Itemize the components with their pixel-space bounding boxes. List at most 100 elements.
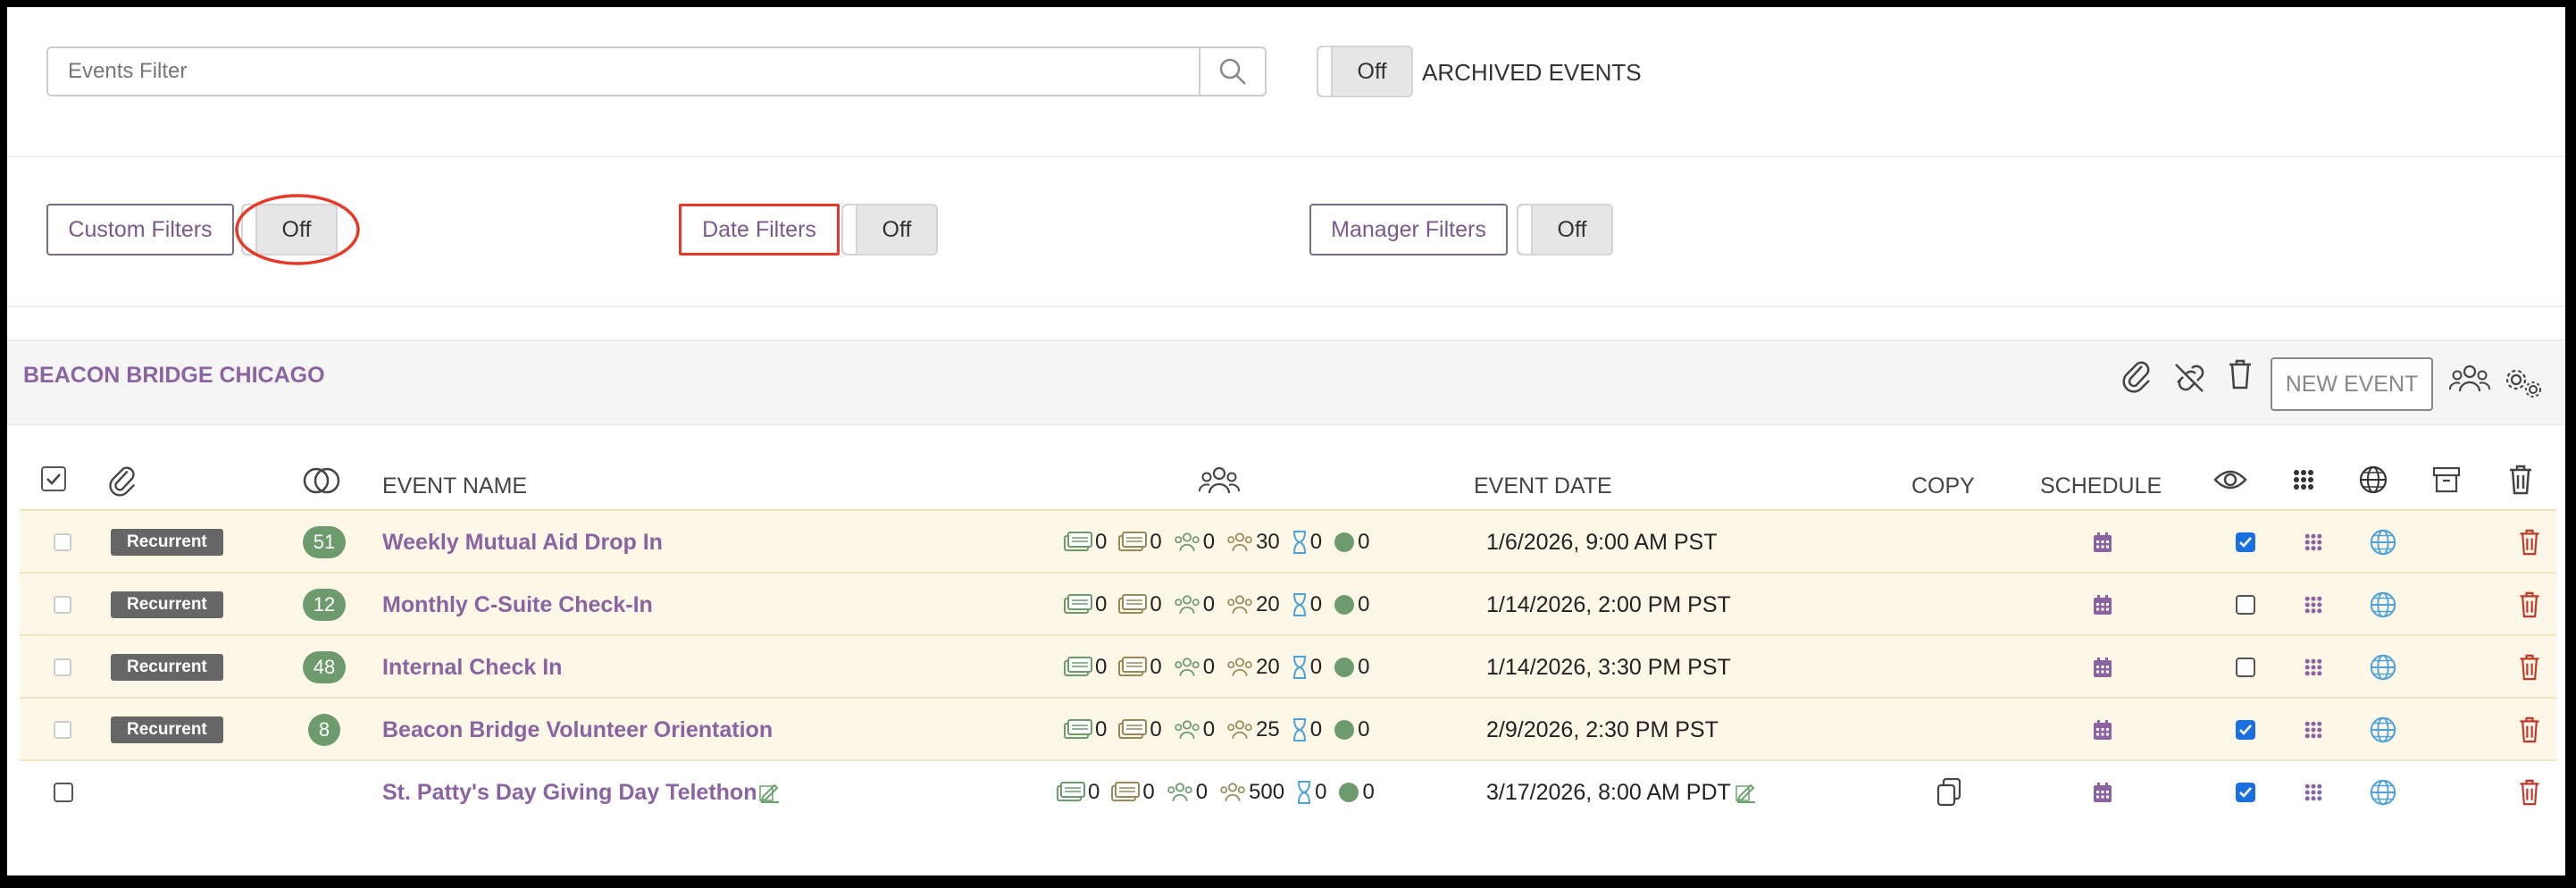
calendar-icon[interactable] (2091, 718, 2114, 741)
edit-icon[interactable] (1735, 781, 1758, 804)
event-name-link[interactable]: Weekly Mutual Aid Drop In (382, 529, 663, 555)
edit-icon[interactable] (758, 781, 782, 804)
stat-value: 500 (1249, 780, 1285, 804)
new-event-button[interactable]: NEW EVENT (2271, 357, 2433, 411)
event-date: 1/14/2026, 3:30 PM PST (1486, 654, 1731, 680)
row-checkbox[interactable] (54, 658, 71, 676)
event-name-link[interactable]: St. Patty's Day Giving Day Telethon (382, 779, 757, 805)
grid-dots-icon[interactable] (2304, 532, 2323, 552)
attendees-icon (1199, 466, 1240, 494)
grid-dots-icon[interactable] (2304, 720, 2323, 740)
recurrent-badge: Recurrent (111, 529, 223, 556)
globe-icon[interactable] (2369, 528, 2397, 557)
event-name-link[interactable]: Beacon Bridge Volunteer Orientation (382, 716, 774, 742)
date-filters-toggle[interactable]: Off (841, 204, 938, 256)
visible-checkbox[interactable] (2236, 595, 2255, 615)
delete-icon[interactable] (2517, 590, 2542, 620)
calendar-icon[interactable] (2091, 593, 2114, 616)
hourglass-icon (1298, 781, 1311, 804)
ticket-icon (1111, 782, 1141, 801)
globe-icon[interactable] (2369, 653, 2397, 682)
occurrence-count: 48 (302, 651, 347, 683)
paperclip-icon[interactable] (2120, 357, 2153, 393)
select-all-checkbox[interactable] (41, 466, 66, 491)
event-date: 2/9/2026, 2:30 PM PST (1486, 716, 1719, 742)
delete-icon[interactable] (2517, 715, 2542, 745)
calendar-icon[interactable] (2091, 781, 2114, 804)
delete-icon[interactable] (2517, 777, 2542, 808)
settings-gears-icon[interactable] (2505, 368, 2544, 400)
row-checkbox[interactable] (54, 783, 73, 802)
manager-filters-toggle[interactable]: Off (1517, 204, 1613, 256)
table-row: Recurrent 8 Beacon Bridge Volunteer Orie… (20, 699, 2556, 761)
stat-value: 0 (1095, 717, 1108, 741)
unlink-icon[interactable] (2170, 359, 2208, 395)
globe-icon[interactable] (2369, 778, 2397, 807)
globe-icon (2359, 465, 2388, 494)
event-name-link[interactable]: Monthly C-Suite Check-In (382, 591, 653, 617)
search-button[interactable] (1199, 46, 1267, 96)
event-name-link[interactable]: Internal Check In (382, 654, 563, 680)
stat-value: 0 (1362, 780, 1375, 804)
globe-icon[interactable] (2369, 591, 2397, 619)
table-row: Recurrent 51 Weekly Mutual Aid Drop In 0… (20, 511, 2556, 574)
stat-value: 0 (1095, 530, 1108, 554)
archive-icon (2432, 466, 2461, 493)
grid-dots-icon[interactable] (2304, 595, 2323, 615)
users-icon (1227, 720, 1252, 739)
table-row: Recurrent 48 Internal Check In 0 0 0 20 … (20, 636, 2556, 699)
visible-checkbox[interactable] (2236, 658, 2255, 677)
stat-value: 0 (1309, 592, 1323, 616)
check-icon (2239, 599, 2252, 610)
grid-dots-icon[interactable] (2304, 658, 2323, 677)
users-icon (1227, 595, 1252, 614)
status-dot-icon (1334, 595, 1355, 615)
eye-icon (2213, 470, 2247, 490)
visible-checkbox[interactable] (2236, 783, 2255, 802)
custom-filters-button[interactable]: Custom Filters (46, 204, 234, 256)
calendar-icon[interactable] (2091, 656, 2114, 679)
check-icon (2239, 537, 2252, 548)
users-icon[interactable] (2449, 361, 2490, 397)
stat-value: 20 (1256, 592, 1280, 616)
delete-icon[interactable] (2517, 652, 2542, 683)
event-date: 3/17/2026, 8:00 AM PDT (1486, 779, 1731, 805)
hourglass-icon (1292, 656, 1306, 679)
check-icon (46, 473, 61, 485)
event-date: 1/14/2026, 2:00 PM PST (1486, 591, 1731, 617)
users-icon (1175, 720, 1200, 739)
archived-toggle-label: Off (1357, 58, 1387, 84)
users-icon (1175, 532, 1200, 551)
delete-icon[interactable] (2517, 527, 2542, 557)
recurrent-badge: Recurrent (111, 654, 223, 681)
grid-dots-icon[interactable] (2304, 783, 2323, 802)
copy-icon[interactable] (1936, 777, 1962, 808)
ticket-icon (1064, 719, 1092, 739)
date-filters-button[interactable]: Date Filters (679, 204, 840, 256)
hourglass-icon (1292, 593, 1306, 616)
archived-toggle[interactable]: Off (1317, 46, 1413, 97)
globe-icon[interactable] (2369, 716, 2397, 744)
stat-value: 0 (1142, 780, 1155, 804)
ticket-icon (1118, 657, 1148, 676)
events-filter-input[interactable]: Events Filter (46, 46, 1200, 96)
event-date-header: EVENT DATE (1474, 473, 1612, 498)
row-checkbox[interactable] (54, 721, 71, 739)
ticket-icon (1118, 719, 1148, 739)
visible-checkbox[interactable] (2236, 720, 2255, 740)
row-checkbox[interactable] (54, 533, 71, 551)
manager-filters-button[interactable]: Manager Filters (1309, 204, 1508, 256)
stat-value: 20 (1256, 655, 1280, 679)
visible-checkbox[interactable] (2236, 532, 2255, 552)
check-icon (2239, 662, 2252, 673)
ticket-icon (1064, 532, 1092, 551)
table-row: Recurrent 12 Monthly C-Suite Check-In 0 … (20, 574, 2556, 636)
org-name: BEACON BRIDGE CHICAGO (23, 363, 325, 388)
event-date: 1/6/2026, 9:00 AM PST (1486, 529, 1718, 555)
calendar-icon[interactable] (2091, 531, 2114, 554)
stat-value: 0 (1150, 717, 1162, 741)
trash-icon[interactable] (2226, 357, 2254, 391)
row-checkbox[interactable] (54, 596, 71, 614)
divider (7, 155, 2565, 157)
custom-filters-toggle[interactable]: Off (241, 204, 338, 256)
